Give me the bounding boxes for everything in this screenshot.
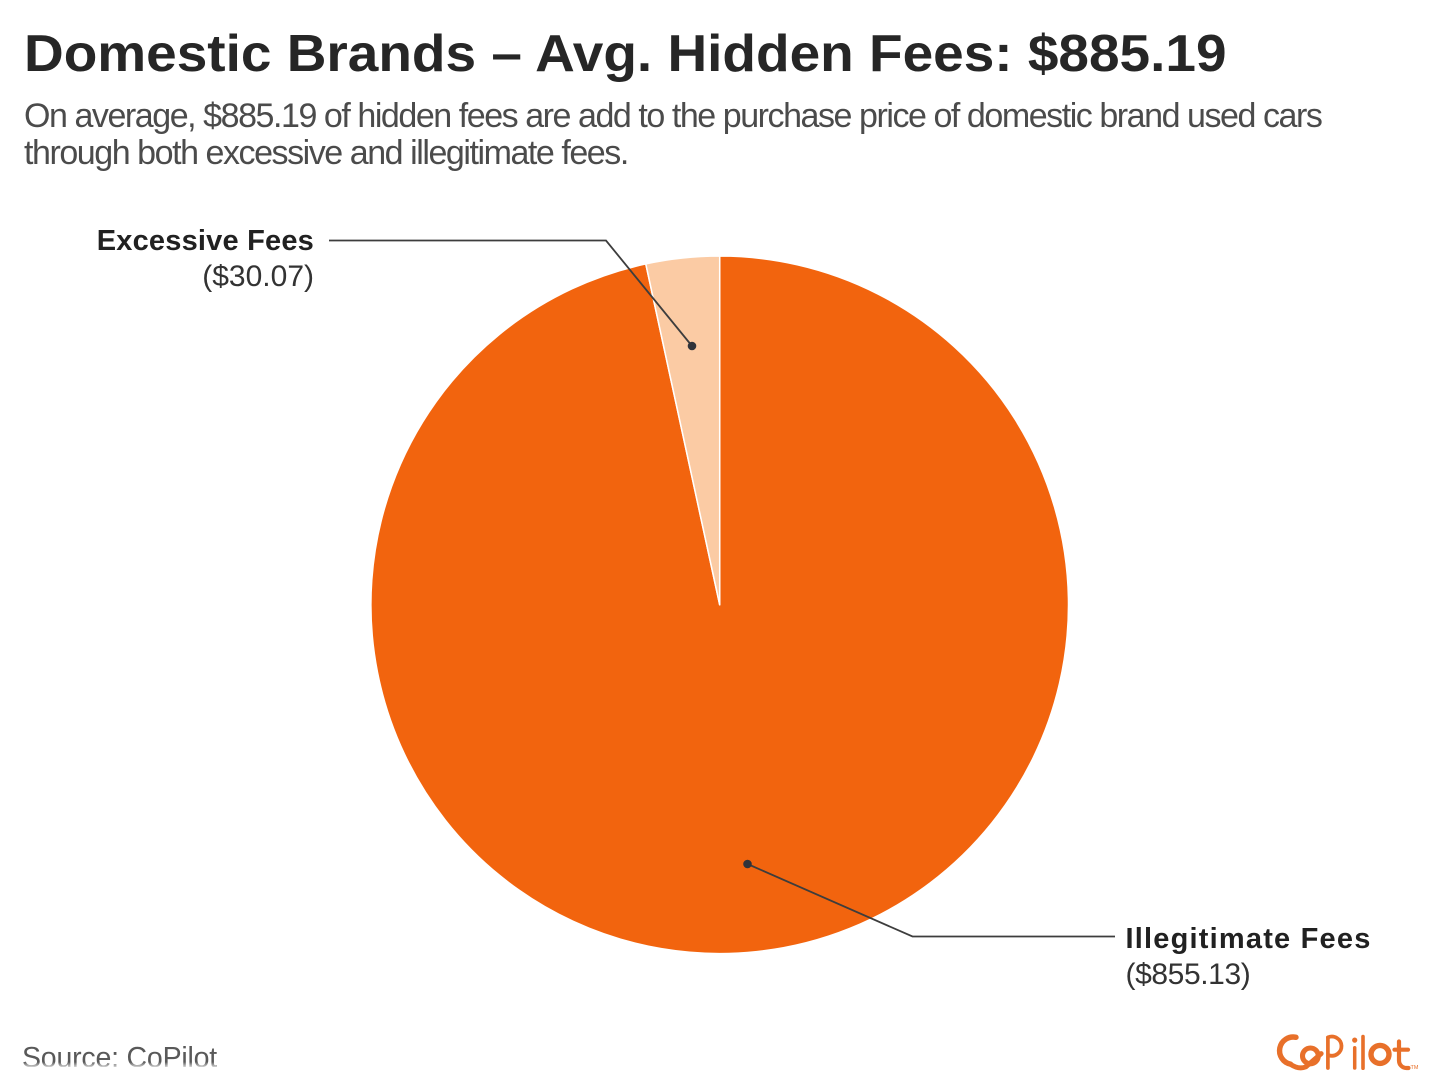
svg-text:TM: TM [1411,1065,1419,1071]
